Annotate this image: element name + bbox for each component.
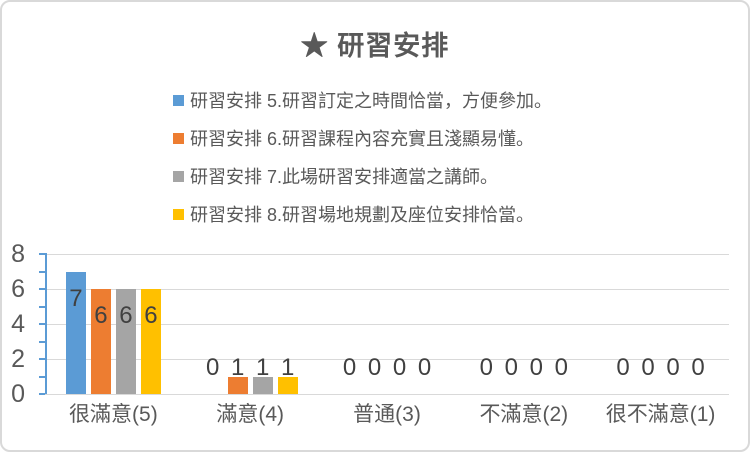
data-label: 0 (479, 354, 493, 381)
legend-label: 研習安排 5.研習訂定之時間恰當，方便參加。 (190, 91, 553, 111)
x-axis-category-label: 很滿意(5) (69, 403, 158, 426)
bar-s3-c2 (252, 376, 273, 394)
y-axis-tick (39, 288, 45, 290)
bar-s4-c2 (277, 376, 298, 394)
gridline (45, 394, 729, 395)
y-axis-tick (39, 323, 45, 325)
y-axis-tick-label: 0 (11, 380, 25, 408)
bar-s1-c1 (65, 271, 86, 394)
legend-label: 研習安排 8.研習場地規劃及座位安排恰當。 (190, 205, 535, 225)
x-axis-category-label: 很不滿意(1) (605, 403, 716, 426)
x-axis-category-label: 普通(3) (353, 403, 421, 426)
legend-item: 研習安排 7.此場研習安排適當之講師。 (173, 164, 552, 188)
y-axis-tick-label: 2 (11, 345, 25, 373)
data-label: 6 (94, 302, 108, 329)
legend-item: 研習安排 5.研習訂定之時間恰當，方便參加。 (173, 88, 552, 112)
bar-s4-c1 (140, 289, 161, 394)
gridline (45, 324, 729, 325)
data-label: 0 (206, 354, 220, 381)
legend-item: 研習安排 6.研習課程內容充實且淺顯易懂。 (173, 126, 552, 150)
y-axis-tick (39, 305, 45, 308)
y-axis-tick (39, 340, 45, 343)
y-axis-tick (39, 375, 45, 378)
data-label: 0 (691, 354, 705, 381)
data-label: 0 (367, 354, 382, 381)
data-label: 0 (504, 354, 518, 381)
data-label: 0 (616, 354, 630, 381)
data-label: 0 (342, 354, 357, 381)
y-axis-tick (39, 253, 45, 255)
legend-label: 研習安排 6.研習課程內容充實且淺顯易懂。 (190, 129, 535, 149)
chart-legend: 研習安排 5.研習訂定之時間恰當，方便參加。 研習安排 6.研習課程內容充實且淺顯… (173, 88, 552, 240)
gridline (45, 289, 729, 290)
data-label: 0 (641, 354, 655, 381)
gridline (45, 254, 729, 255)
legend-label: 研習安排 7.此場研習安排適當之講師。 (190, 167, 499, 187)
x-axis-category-label: 滿意(4) (216, 403, 285, 426)
data-label: 1 (281, 354, 295, 381)
y-axis-tick (39, 270, 45, 273)
data-label: 1 (231, 354, 245, 381)
chart-title: ★ 研習安排 (300, 31, 450, 61)
data-label: 0 (417, 354, 432, 381)
data-label: 7 (69, 284, 83, 312)
y-axis-line (45, 253, 47, 394)
data-label: 1 (256, 354, 270, 381)
legend-color-swatch-icon (173, 170, 184, 182)
data-label: 0 (554, 354, 568, 381)
legend-color-swatch-icon (173, 132, 184, 144)
y-axis-tick-label: 4 (11, 310, 25, 338)
legend-item: 研習安排 8.研習場地規劃及座位安排恰當。 (173, 202, 552, 226)
data-label: 6 (144, 302, 158, 329)
y-axis-tick-label: 8 (11, 240, 25, 268)
legend-color-swatch-icon (173, 208, 184, 220)
gridline (45, 359, 729, 360)
bar-s3-c1 (115, 289, 136, 394)
data-label: 6 (119, 302, 133, 329)
y-axis-tick (39, 358, 45, 360)
y-axis-tick-label: 6 (11, 275, 25, 303)
bar-s2-c1 (90, 289, 111, 394)
data-label: 0 (666, 354, 680, 381)
y-axis-tick (39, 393, 45, 395)
data-label: 0 (529, 354, 543, 381)
x-axis-category-label: 不滿意(2) (479, 403, 569, 426)
legend-color-swatch-icon (173, 94, 184, 106)
data-label: 0 (392, 354, 407, 381)
bar-s2-c2 (227, 376, 248, 394)
